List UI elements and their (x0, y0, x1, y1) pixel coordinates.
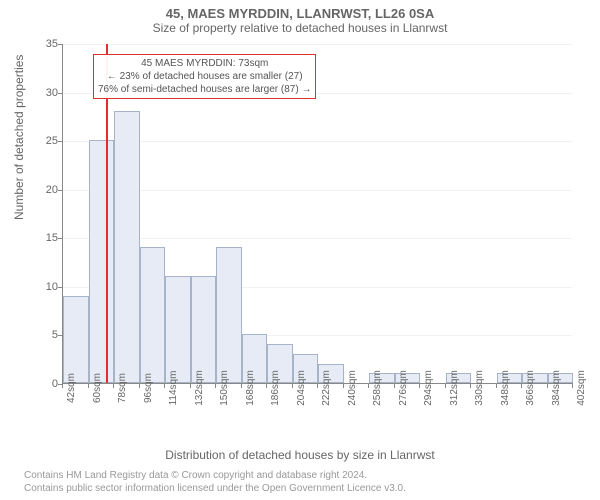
xtick-mark (164, 383, 165, 388)
xtick-mark (62, 383, 63, 388)
plot-area: 45 MAES MYRDDIN: 73sqm← 23% of detached … (62, 44, 572, 404)
xtick-mark (368, 383, 369, 388)
xtick-mark (445, 383, 446, 388)
ytick-label: 15 (28, 232, 58, 244)
ytick-mark (58, 141, 63, 142)
xtick-mark (317, 383, 318, 388)
xtick-mark (547, 383, 548, 388)
xtick-label: 114sqm (168, 371, 179, 406)
ytick-mark (58, 238, 63, 239)
xtick-label: 330sqm (474, 370, 485, 406)
histogram-bar (89, 140, 115, 383)
ytick-mark (58, 93, 63, 94)
xtick-label: 366sqm (525, 370, 536, 406)
histogram-bar (114, 111, 140, 383)
xtick-label: 276sqm (398, 370, 409, 406)
xtick-mark (139, 383, 140, 388)
callout-line: 45 MAES MYRDDIN: 73sqm (98, 57, 311, 70)
ytick-mark (58, 287, 63, 288)
xtick-label: 96sqm (143, 373, 154, 403)
footer: Contains HM Land Registry data © Crown c… (24, 470, 406, 495)
xtick-mark (292, 383, 293, 388)
xtick-mark (521, 383, 522, 388)
ytick-label: 0 (28, 378, 58, 390)
ytick-mark (58, 190, 63, 191)
xtick-mark (470, 383, 471, 388)
xtick-label: 78sqm (117, 373, 128, 403)
xtick-label: 402sqm (576, 370, 587, 406)
callout-box: 45 MAES MYRDDIN: 73sqm← 23% of detached … (93, 54, 316, 99)
footer-line-2: Contains public sector information licen… (24, 483, 406, 496)
footer-line-1: Contains HM Land Registry data © Crown c… (24, 470, 406, 483)
gridline (63, 44, 572, 45)
ytick-label: 30 (28, 87, 58, 99)
xtick-mark (241, 383, 242, 388)
xtick-label: 294sqm (423, 370, 434, 406)
histogram-bar (216, 247, 242, 383)
y-axis-label: Number of detached properties (12, 55, 26, 220)
x-axis-label: Distribution of detached houses by size … (0, 448, 600, 462)
ytick-label: 10 (28, 281, 58, 293)
plot: 45 MAES MYRDDIN: 73sqm← 23% of detached … (62, 44, 572, 384)
ytick-label: 25 (28, 135, 58, 147)
xtick-label: 222sqm (321, 370, 332, 406)
chart-subtitle: Size of property relative to detached ho… (0, 21, 600, 39)
xtick-mark (113, 383, 114, 388)
xtick-mark (419, 383, 420, 388)
xtick-mark (88, 383, 89, 388)
xtick-mark (190, 383, 191, 388)
xtick-label: 384sqm (551, 370, 562, 406)
callout-line: 76% of semi-detached houses are larger (… (98, 83, 311, 96)
chart-title: 45, MAES MYRDDIN, LLANRWST, LL26 0SA (0, 0, 600, 21)
xtick-label: 258sqm (372, 370, 383, 406)
xtick-label: 312sqm (449, 370, 460, 406)
ytick-label: 5 (28, 329, 58, 341)
xtick-label: 168sqm (245, 370, 256, 406)
ytick-label: 20 (28, 184, 58, 196)
xtick-label: 42sqm (66, 373, 77, 403)
xtick-label: 150sqm (219, 370, 230, 406)
xtick-mark (572, 383, 573, 388)
xtick-label: 132sqm (194, 370, 205, 406)
ytick-label: 35 (28, 38, 58, 50)
chart-container: 45, MAES MYRDDIN, LLANRWST, LL26 0SA Siz… (0, 0, 600, 500)
xtick-mark (343, 383, 344, 388)
histogram-bar (140, 247, 166, 383)
xtick-mark (266, 383, 267, 388)
histogram-bar (165, 276, 191, 383)
histogram-bar (63, 296, 89, 383)
ytick-mark (58, 44, 63, 45)
xtick-label: 60sqm (92, 373, 103, 403)
xtick-label: 204sqm (296, 370, 307, 406)
xtick-mark (496, 383, 497, 388)
xtick-mark (394, 383, 395, 388)
xtick-mark (215, 383, 216, 388)
xtick-label: 348sqm (500, 370, 511, 406)
xtick-label: 240sqm (347, 370, 358, 406)
xtick-label: 186sqm (270, 370, 281, 406)
histogram-bar (191, 276, 217, 383)
callout-line: ← 23% of detached houses are smaller (27… (98, 70, 311, 83)
